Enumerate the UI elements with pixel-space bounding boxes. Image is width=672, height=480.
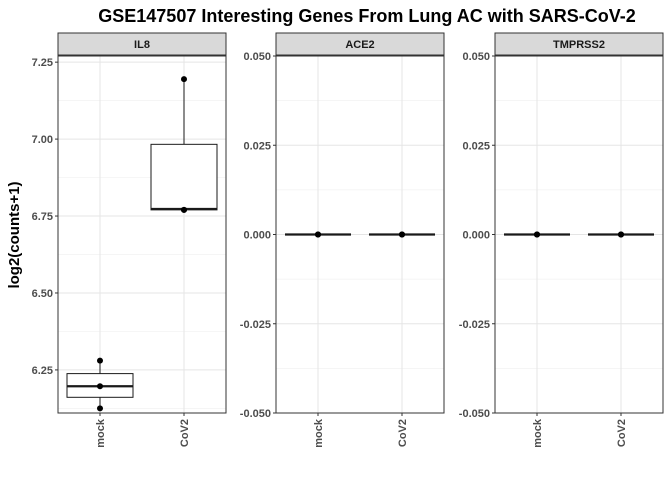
panel-border: [57, 55, 227, 414]
y-tick-label: -0.050: [459, 408, 490, 420]
y-tick-label: -0.025: [459, 319, 490, 331]
facet-panel-ace2: ACE2 -0.050 -0.025 0.000 0.025 0.050 mock CoV2: [240, 32, 445, 448]
y-tick-label: 0.050: [462, 51, 490, 63]
facet-strip: [57, 32, 227, 56]
boxplot-mock: [66, 357, 134, 412]
y-tick-label: -0.050: [240, 408, 271, 420]
facet-strip-label: ACE2: [345, 39, 374, 51]
y-tick-label: 0.025: [462, 140, 490, 152]
boxplot-cov2: [369, 231, 435, 238]
data-point: [181, 206, 187, 213]
x-tick-label: CoV2: [616, 419, 628, 447]
boxplot-mock: [285, 231, 351, 238]
facet-strip: [275, 32, 445, 56]
boxplot-mock: [504, 231, 570, 238]
data-point: [181, 76, 187, 83]
data-point: [97, 405, 103, 412]
y-tick-label: 7.00: [32, 134, 53, 146]
data-point: [399, 231, 405, 238]
data-point: [534, 231, 540, 238]
facet-strip: [494, 32, 664, 56]
boxplot-cov2: [150, 76, 218, 213]
x-tick-label: mock: [532, 418, 544, 448]
facet-panel-il8: IL8 6.25 6.50 6.75 7.00 7.25 mock CoV2: [32, 32, 227, 448]
boxplot-cov2: [588, 231, 654, 238]
y-tick-label: 7.25: [32, 57, 53, 69]
facet-strip-label: IL8: [134, 39, 150, 51]
x-tick-label: mock: [95, 418, 107, 448]
box: [150, 143, 218, 211]
x-tick-label: mock: [313, 418, 325, 448]
facet-strip-label: TMPRSS2: [553, 39, 605, 51]
x-tick-label: CoV2: [179, 419, 191, 447]
y-tick-label: 6.75: [32, 211, 53, 223]
facet-panels: IL8 6.25 6.50 6.75 7.00 7.25 mock CoV2 ACE2 -0.05…: [32, 32, 664, 448]
y-tick-label: 6.50: [32, 288, 53, 300]
data-point: [97, 357, 103, 364]
y-tick-label: -0.025: [240, 319, 271, 331]
panel-background: [58, 56, 226, 413]
y-tick-label: 0.050: [243, 51, 271, 63]
data-point: [97, 383, 103, 390]
chart-title: GSE147507 Interesting Genes From Lung AC…: [98, 6, 635, 26]
y-tick-label: 6.25: [32, 365, 53, 377]
y-tick-label: 0.000: [243, 230, 271, 242]
facet-panel-tmprss2: TMPRSS2 -0.050 -0.025 0.000 0.025 0.050 mock Co…: [459, 32, 664, 448]
y-tick-label: 0.000: [462, 230, 490, 242]
y-axis-label: log2(counts+1): [6, 181, 23, 288]
x-tick-label: CoV2: [397, 419, 409, 447]
y-tick-label: 0.025: [243, 140, 271, 152]
data-point: [315, 231, 321, 238]
data-point: [618, 231, 624, 238]
